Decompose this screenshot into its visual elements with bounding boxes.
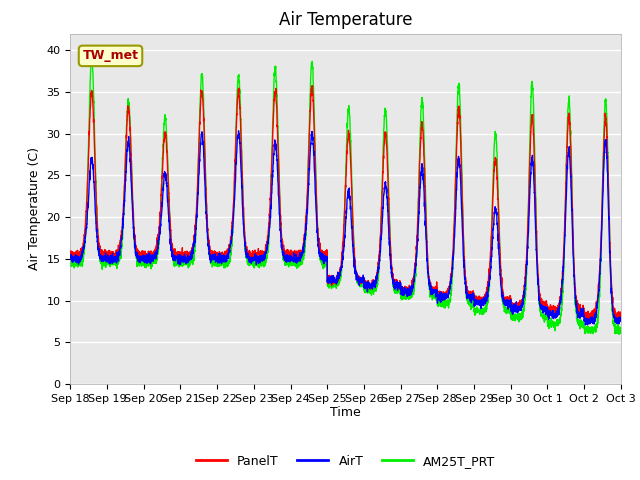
Legend: PanelT, AirT, AM25T_PRT: PanelT, AirT, AM25T_PRT [191, 450, 500, 473]
Title: Air Temperature: Air Temperature [279, 11, 412, 29]
Text: TW_met: TW_met [83, 49, 138, 62]
Y-axis label: Air Temperature (C): Air Temperature (C) [28, 147, 41, 270]
X-axis label: Time: Time [330, 407, 361, 420]
